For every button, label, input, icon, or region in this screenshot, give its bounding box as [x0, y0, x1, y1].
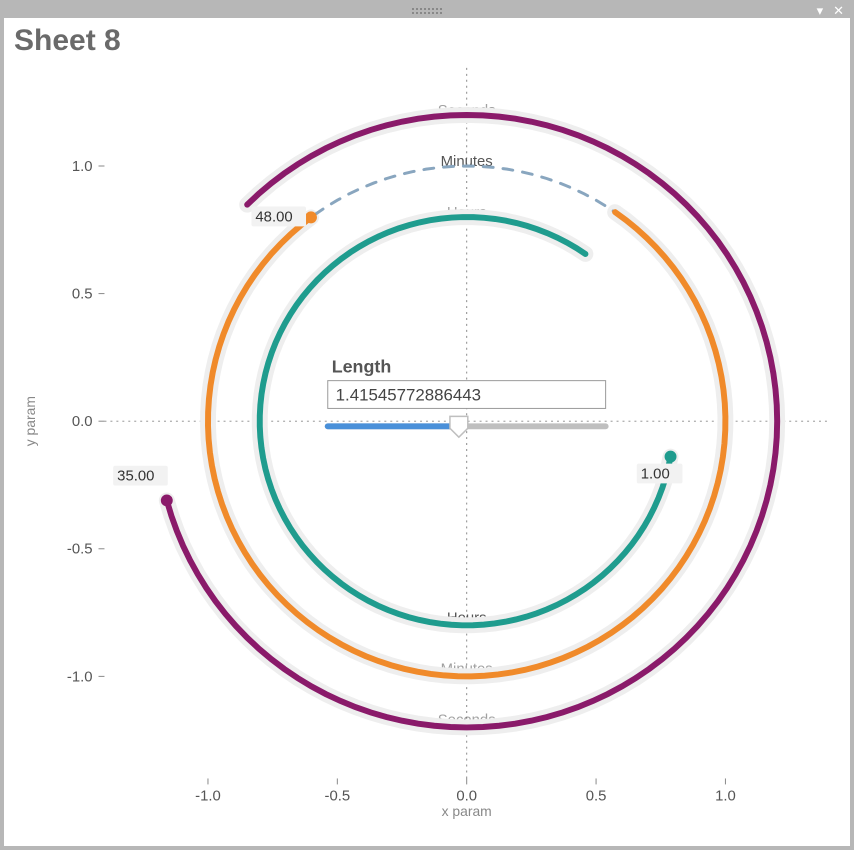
minimize-icon[interactable]: ▾ [817, 4, 824, 18]
x-tick-label: 0.0 [456, 788, 477, 804]
hours-end-marker [665, 451, 677, 463]
length-label: Length [332, 357, 392, 377]
x-tick-label: -1.0 [195, 788, 221, 804]
sheet-title: Sheet 8 [4, 18, 850, 58]
x-tick-label: -0.5 [325, 788, 351, 804]
x-axis-label: x param [442, 803, 492, 819]
minutes-end-marker [305, 211, 317, 223]
y-tick-label: -0.5 [67, 542, 93, 558]
length-slider[interactable] [318, 412, 616, 440]
length-value: 1.41545772886443 [336, 385, 481, 404]
chart-area: -1.0 -1.0 -0.5 -0.5 0.0 0.0 0.5 0.5 1.0 1.0 y para… [12, 54, 842, 838]
y-tick-label: 0.5 [72, 287, 93, 303]
x-tick-label: 0.5 [586, 788, 607, 804]
y-tick-label: 0.0 [72, 414, 93, 430]
y-axis-label: y param [22, 396, 38, 446]
hours-end-value: 1.00 [641, 466, 670, 482]
titlebar[interactable]: ▾ ✕ [4, 4, 850, 18]
close-icon[interactable]: ✕ [833, 4, 844, 18]
chart-svg: -1.0 -1.0 -0.5 -0.5 0.0 0.0 0.5 0.5 1.0 1.0 y para… [12, 54, 842, 838]
seconds-end-value: 35.00 [117, 469, 154, 485]
drag-handle-icon[interactable] [412, 8, 442, 14]
y-tick-label: -1.0 [67, 669, 93, 685]
x-tick-label: 1.0 [715, 788, 736, 804]
seconds-end-marker [161, 494, 173, 506]
minutes-end-value: 48.00 [255, 209, 292, 225]
y-tick-label: 1.0 [72, 159, 93, 175]
window-frame: ▾ ✕ Sheet 8 -1.0 -1.0 -0.5 -0.5 0.0 0.0 0.5 0.5… [0, 0, 854, 850]
